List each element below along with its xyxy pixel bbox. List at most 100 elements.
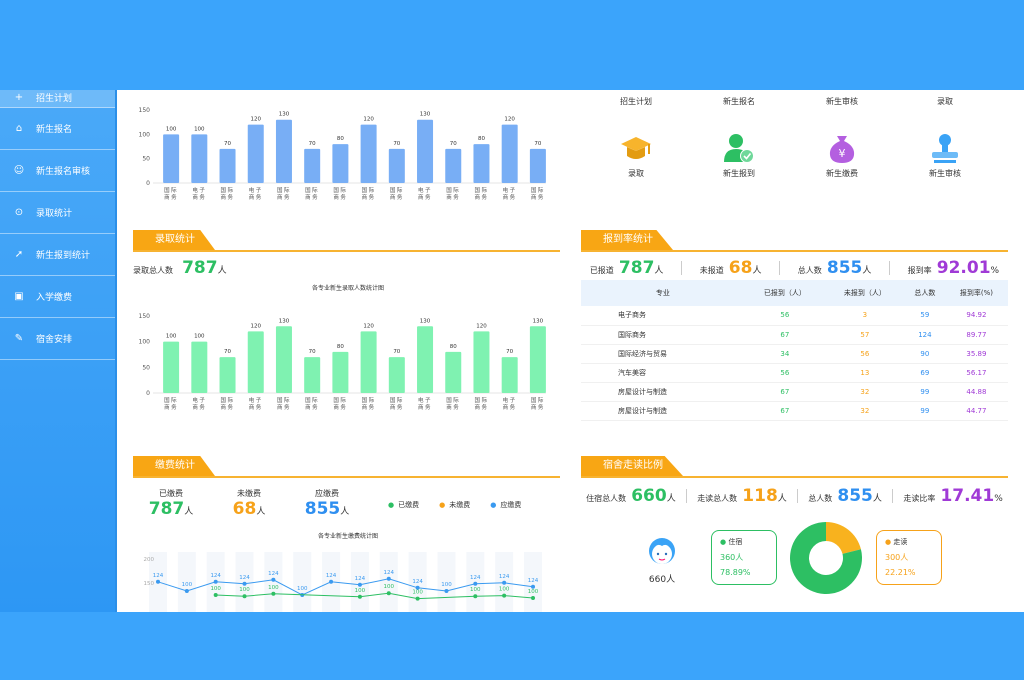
- table-cell: 房屋设计与制造: [581, 382, 745, 402]
- flow-step-0[interactable]: 录取: [606, 130, 666, 179]
- point-value-label: 124: [239, 575, 250, 581]
- sidebar-item-label: 入学缴费: [36, 293, 73, 303]
- series-point: [242, 594, 247, 599]
- bar-value-label: 100: [166, 126, 177, 132]
- series-point: [213, 593, 218, 597]
- fee-legend: ● 已缴费 ● 未缴费 ● 应缴费: [388, 500, 521, 510]
- sidebar-item-1[interactable]: ⌂ 新生报名: [0, 108, 115, 150]
- bar: [163, 341, 180, 393]
- sidebar-item-0[interactable]: + 招生计划: [0, 90, 115, 108]
- category-label: 商务: [390, 193, 404, 201]
- point-value-label: 124: [384, 570, 395, 576]
- table-row[interactable]: 房屋设计与制造 67 32 99 44.77: [581, 401, 1008, 421]
- bar-value-label: 70: [224, 141, 231, 147]
- table-row[interactable]: 国际经济与贸易 34 56 90 35.89: [581, 344, 1008, 364]
- y-tick-label: 0: [146, 390, 150, 397]
- dorm-stats: 住宿总人数 660人 走读总人数 118人 总人数 855人 走读比率 17.4…: [581, 486, 1008, 506]
- table-cell: 35.89: [944, 344, 1008, 364]
- category-label: 商务: [164, 403, 178, 411]
- bar-value-label: 70: [309, 141, 316, 147]
- bar-value-label: 70: [393, 349, 400, 355]
- y-tick-label: 50: [142, 364, 150, 371]
- walk-bubble: ● 走读 300人 22.21%: [876, 530, 942, 585]
- report-total-label: 总人数: [797, 266, 822, 275]
- series-point: [473, 581, 478, 586]
- bar: [219, 148, 236, 183]
- category-label: 国际: [531, 396, 545, 404]
- bar-value-label: 80: [450, 344, 457, 350]
- report-section-title: 报到率统计: [581, 230, 673, 250]
- table-row[interactable]: 电子商务 56 3 59 94.92: [581, 306, 1008, 326]
- sidebar-item-4[interactable]: ➚ 新生报到统计: [0, 234, 115, 276]
- category-label: 商务: [446, 403, 460, 411]
- table-row[interactable]: 汽车美容 56 13 69 56.17: [581, 363, 1008, 383]
- sidebar-item-2[interactable]: ☺ 新生报名审核: [0, 150, 115, 192]
- category-label: 国际: [277, 396, 291, 404]
- point-value-label: 124: [153, 573, 164, 579]
- report-section-header: 报到率统计: [581, 230, 1008, 252]
- category-label: 国际: [221, 396, 235, 404]
- bar-value-label: 80: [337, 344, 344, 350]
- divider: [892, 489, 894, 503]
- bar: [360, 331, 377, 393]
- rate-value: 92.01: [936, 258, 991, 278]
- sidebar-item-5[interactable]: ▣ 入学缴费: [0, 276, 115, 318]
- bar-value-label: 120: [251, 117, 262, 123]
- category-label: 国际: [531, 186, 545, 194]
- table-cell: 国际经济与贸易: [581, 344, 745, 364]
- category-label: 商务: [362, 403, 376, 411]
- legend-dot-icon: ●: [490, 501, 497, 509]
- category-label: 国际: [305, 186, 319, 194]
- sidebar-item-6[interactable]: ✎ 宿舍安排: [0, 318, 115, 360]
- bar-value-label: 120: [476, 323, 487, 329]
- series-point: [386, 576, 391, 581]
- sidebar-item-label: 录取统计: [36, 209, 73, 219]
- plus-icon: +: [14, 92, 24, 103]
- sidebar-item-label: 新生报名审核: [36, 167, 91, 177]
- flow-step-2[interactable]: ¥ 新生缴费: [812, 130, 872, 179]
- column-band: [350, 552, 369, 612]
- category-label: 商务: [305, 403, 319, 411]
- category-label: 电子: [503, 396, 517, 404]
- dorm-donut-chart: [790, 522, 862, 594]
- category-label: 商务: [333, 193, 347, 201]
- y-tick-label: 100: [139, 131, 151, 138]
- dorm-live-label: 住宿总人数: [586, 494, 627, 503]
- series-point: [531, 596, 535, 600]
- sidebar-item-3[interactable]: ⊙ 录取统计: [0, 192, 115, 234]
- unreported-unit: 人: [752, 266, 762, 276]
- category-label: 国际: [333, 396, 347, 404]
- table-row[interactable]: 国际商务 67 57 124 89.77: [581, 325, 1008, 345]
- table-cell: 59: [904, 306, 945, 326]
- flow-header-1: 新生报名: [723, 97, 755, 106]
- table-row[interactable]: 房屋设计与制造 67 32 99 44.88: [581, 382, 1008, 402]
- fee-due-label: 应缴费: [315, 489, 339, 498]
- point-value-label: 100: [182, 582, 193, 588]
- category-label: 商务: [474, 403, 488, 411]
- reported-label: 已报道: [589, 266, 614, 275]
- user-check-icon: [709, 130, 769, 164]
- flow-step-3[interactable]: 新生审核: [915, 130, 975, 179]
- category-label: 国际: [362, 396, 376, 404]
- flow-step-1[interactable]: 新生报到: [709, 130, 769, 179]
- bar-value-label: 80: [478, 136, 485, 142]
- sidebar-item-label: 新生报名: [36, 125, 73, 135]
- legend-item: ● 未缴费: [439, 500, 470, 510]
- stamp-icon: [915, 130, 975, 164]
- category-label: 商务: [333, 403, 347, 411]
- admission-total-unit: 人: [217, 266, 227, 276]
- fee-unpaid-value: 68: [232, 499, 257, 519]
- table-cell: 94.92: [944, 306, 1008, 326]
- live-bubble-count: 360人: [720, 553, 744, 562]
- table-cell: 34: [744, 344, 825, 364]
- point-value-label: 100: [441, 582, 452, 588]
- dorm-ratio-label: 走读比率: [903, 494, 936, 503]
- table-cell: 124: [904, 325, 945, 345]
- table-cell: 99: [904, 401, 945, 421]
- bar: [529, 148, 546, 183]
- dorm-live-unit: 人: [666, 494, 676, 504]
- category-label: 商务: [418, 403, 432, 411]
- admission-total: 录取总人数 787人: [133, 258, 227, 278]
- series-point: [357, 582, 362, 587]
- table-cell: 56: [824, 344, 905, 364]
